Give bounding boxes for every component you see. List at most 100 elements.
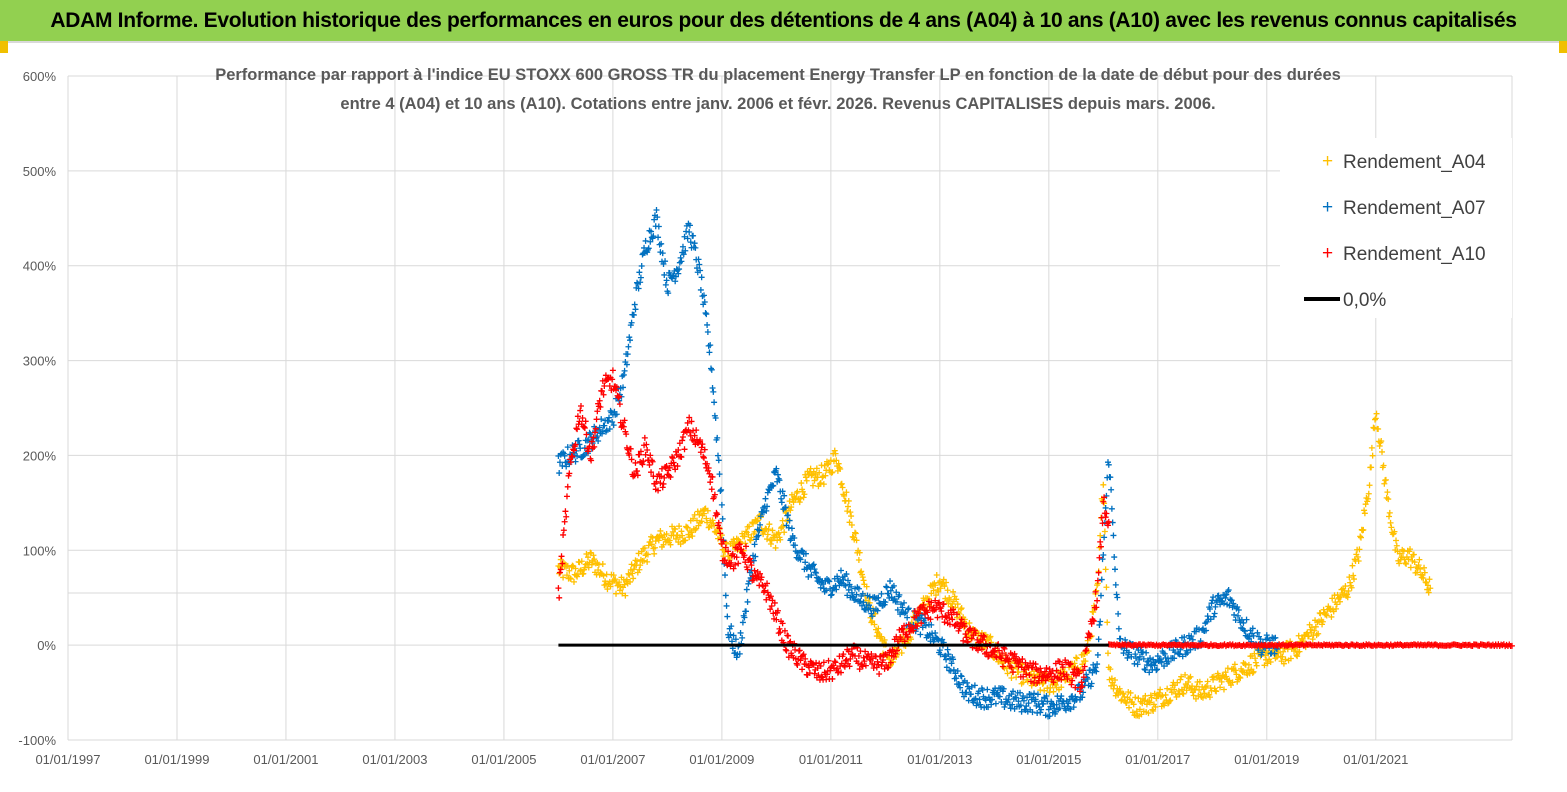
data-point-a04 bbox=[1148, 694, 1155, 701]
data-point-a07 bbox=[967, 691, 974, 698]
data-point-a10 bbox=[837, 669, 844, 676]
data-point-a04 bbox=[569, 562, 576, 569]
data-point-a04 bbox=[1242, 660, 1248, 667]
data-point-a07 bbox=[1189, 636, 1196, 643]
data-point-a07 bbox=[677, 254, 684, 261]
data-point-a10 bbox=[1059, 664, 1066, 671]
data-point-a07 bbox=[605, 417, 612, 424]
data-point-a07 bbox=[730, 632, 737, 639]
x-tick-label: 01/01/2009 bbox=[689, 752, 754, 767]
data-point-a04 bbox=[790, 499, 797, 506]
data-point-a07 bbox=[1250, 632, 1257, 639]
data-point-a07 bbox=[1080, 689, 1087, 696]
data-point-a10 bbox=[949, 616, 956, 623]
data-point-a04 bbox=[623, 576, 630, 583]
data-point-a10 bbox=[1104, 522, 1111, 529]
data-point-a04 bbox=[584, 554, 591, 561]
data-point-a04 bbox=[1407, 546, 1414, 553]
data-point-a07 bbox=[665, 290, 672, 297]
data-point-a07 bbox=[637, 274, 644, 281]
data-point-a07 bbox=[894, 606, 901, 613]
data-point-a10 bbox=[940, 601, 947, 608]
data-point-a07 bbox=[691, 240, 698, 247]
data-point-a07 bbox=[757, 513, 764, 520]
data-point-a04 bbox=[848, 522, 855, 529]
data-point-a10 bbox=[796, 647, 803, 654]
data-point-a04 bbox=[844, 508, 851, 515]
data-point-a07 bbox=[1020, 697, 1027, 704]
data-point-a04 bbox=[941, 583, 948, 590]
data-point-a07 bbox=[653, 207, 660, 214]
data-point-a04 bbox=[1164, 685, 1171, 692]
data-point-a04 bbox=[943, 579, 950, 586]
data-point-a07 bbox=[631, 301, 638, 308]
data-point-a10 bbox=[1079, 683, 1086, 690]
data-point-a07 bbox=[1100, 552, 1107, 559]
data-point-a10 bbox=[615, 394, 622, 401]
data-point-a07 bbox=[894, 599, 901, 606]
data-point-a10 bbox=[641, 434, 648, 441]
data-point-a10 bbox=[1041, 668, 1048, 675]
data-point-a07 bbox=[963, 689, 970, 696]
data-point-a10 bbox=[628, 456, 635, 463]
data-point-a10 bbox=[1097, 543, 1104, 550]
data-point-a04 bbox=[807, 465, 814, 472]
data-point-a07 bbox=[637, 279, 644, 286]
data-point-a07 bbox=[1147, 655, 1154, 662]
data-point-a07 bbox=[1000, 685, 1007, 692]
data-point-a04 bbox=[1357, 534, 1364, 541]
data-point-a10 bbox=[1058, 676, 1065, 683]
data-point-a04 bbox=[563, 572, 570, 579]
data-point-a04 bbox=[1102, 566, 1109, 573]
data-point-a07 bbox=[1151, 662, 1158, 669]
data-point-a07 bbox=[651, 216, 658, 223]
data-point-a04 bbox=[817, 479, 824, 486]
data-point-a10 bbox=[856, 666, 863, 673]
data-point-a04 bbox=[860, 577, 867, 584]
x-tick-label: 01/01/2015 bbox=[1016, 752, 1081, 767]
data-point-a07 bbox=[716, 471, 723, 478]
data-point-a10 bbox=[643, 441, 650, 448]
data-point-a07 bbox=[1133, 655, 1140, 662]
data-point-a04 bbox=[1130, 701, 1137, 708]
data-point-a10 bbox=[958, 616, 965, 623]
data-point-a04 bbox=[1142, 692, 1149, 699]
data-point-a07 bbox=[813, 569, 820, 576]
data-point-a10 bbox=[626, 452, 633, 459]
data-point-a04 bbox=[1015, 669, 1022, 676]
data-point-a07 bbox=[823, 587, 830, 594]
data-point-a10 bbox=[918, 620, 925, 627]
data-point-a07 bbox=[972, 695, 979, 702]
data-point-a10 bbox=[1064, 676, 1071, 683]
data-point-a04 bbox=[1407, 564, 1414, 571]
data-point-a10 bbox=[563, 493, 570, 500]
data-point-a04 bbox=[1368, 444, 1375, 451]
data-point-a04 bbox=[765, 526, 772, 533]
data-point-a10 bbox=[674, 463, 681, 470]
data-point-a04 bbox=[570, 578, 577, 585]
data-point-a07 bbox=[701, 299, 708, 306]
data-point-a10 bbox=[579, 415, 586, 422]
data-point-a07 bbox=[1259, 649, 1266, 656]
data-point-a10 bbox=[722, 544, 729, 551]
data-point-a07 bbox=[1101, 534, 1108, 541]
data-point-a04 bbox=[1382, 476, 1389, 483]
data-point-a10 bbox=[1032, 661, 1039, 668]
data-point-a07 bbox=[681, 233, 688, 240]
data-point-a07 bbox=[788, 525, 795, 532]
data-point-a04 bbox=[875, 625, 882, 632]
data-point-a10 bbox=[894, 647, 901, 654]
data-point-a04 bbox=[657, 527, 664, 534]
data-point-a04 bbox=[848, 513, 855, 520]
data-point-a10 bbox=[1067, 660, 1074, 667]
data-point-a10 bbox=[841, 662, 848, 669]
data-point-a07 bbox=[992, 700, 999, 707]
data-point-a04 bbox=[1150, 708, 1157, 715]
data-point-a07 bbox=[1018, 708, 1025, 715]
data-point-a10 bbox=[658, 473, 665, 480]
y-tick-label: 300% bbox=[23, 354, 57, 369]
data-point-a10 bbox=[910, 627, 917, 634]
data-point-a04 bbox=[626, 571, 633, 578]
data-point-a10 bbox=[713, 509, 720, 516]
data-point-a07 bbox=[756, 527, 763, 534]
